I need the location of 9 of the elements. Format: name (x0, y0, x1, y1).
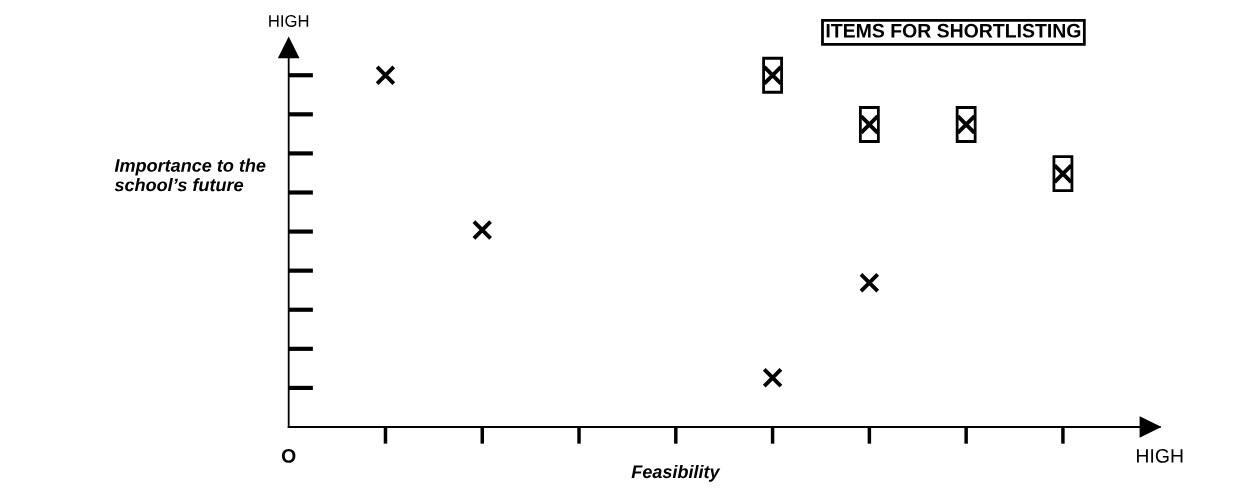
point (762, 367, 783, 389)
point (859, 272, 880, 294)
y-axis-title: Importance to the school’s future (114, 158, 266, 192)
x-axis-title: Feasibility (631, 464, 721, 482)
point (375, 64, 396, 86)
x-tick-label: O (281, 449, 296, 463)
text: HIGH (269, 15, 309, 27)
point (471, 219, 493, 241)
text: ITEMS FOR SHORTLISTING (826, 23, 1081, 38)
